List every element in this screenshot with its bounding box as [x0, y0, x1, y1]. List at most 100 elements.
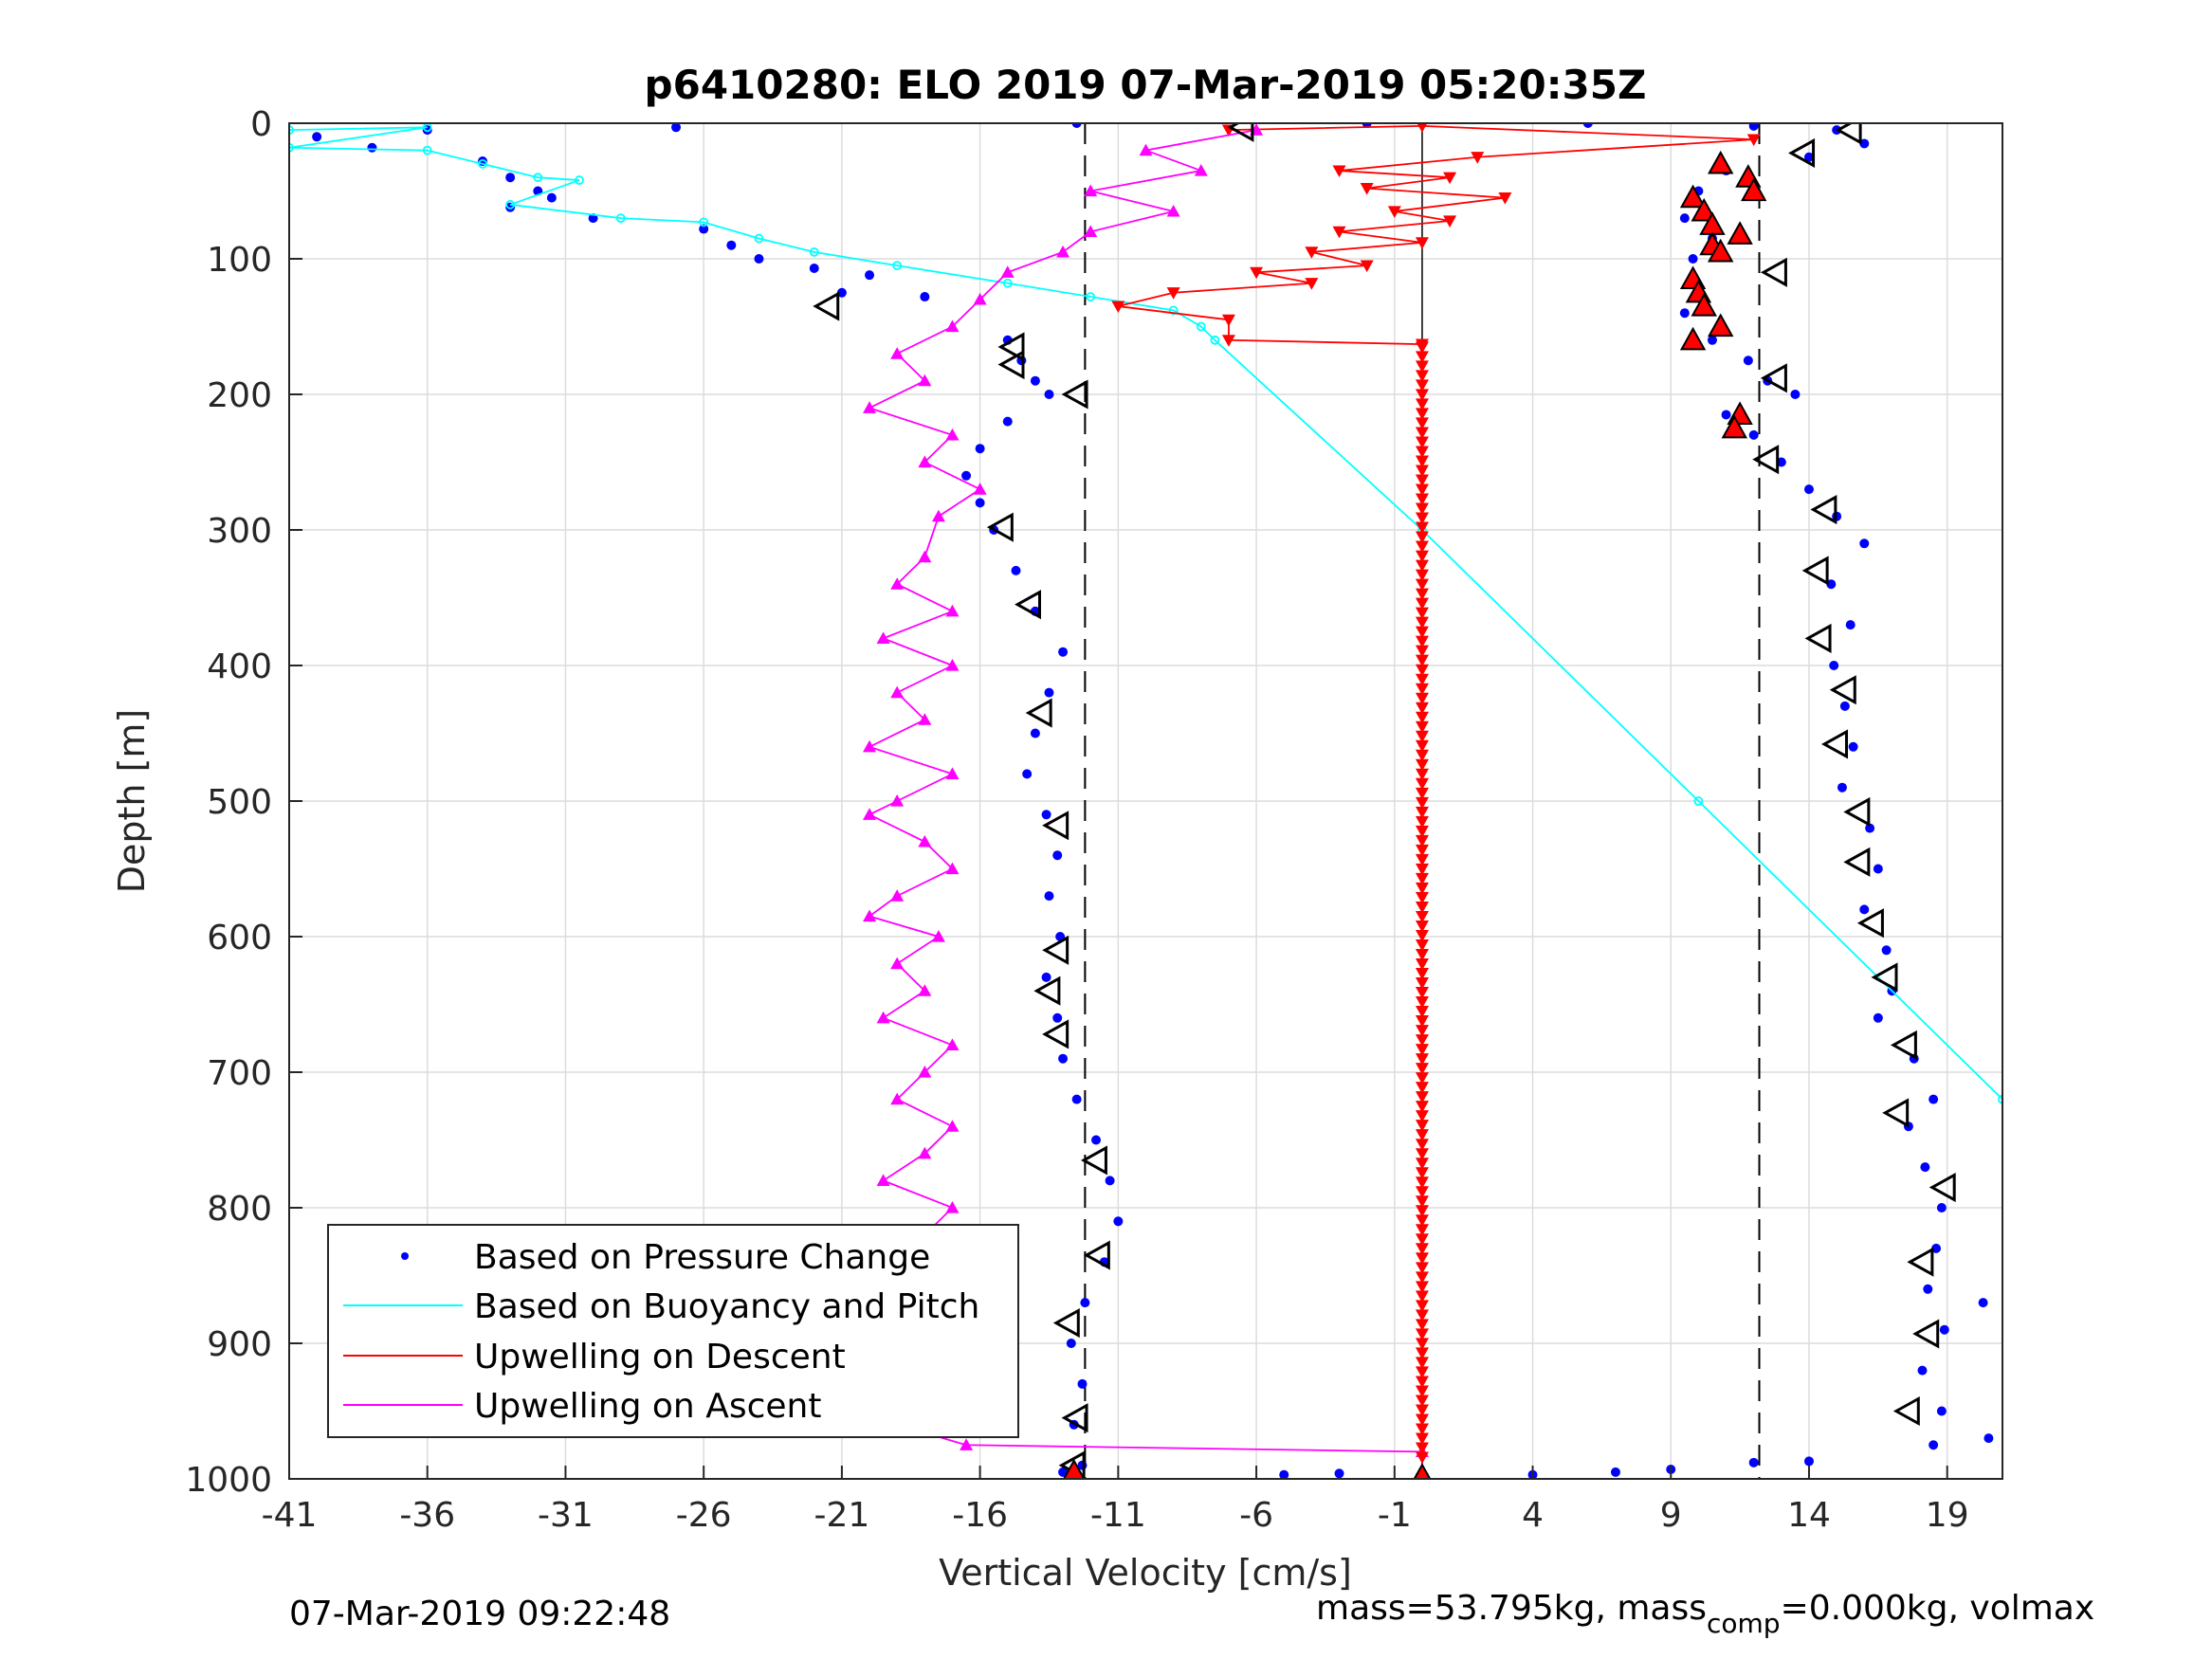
descent-marker	[1332, 226, 1346, 239]
buoyancy-point	[699, 217, 709, 228]
descent-marker	[1415, 436, 1429, 449]
ascent-marker	[918, 1066, 932, 1078]
pressure-point	[1931, 1243, 1942, 1253]
descent-marker	[1415, 1063, 1429, 1075]
pressure-point	[1610, 1467, 1620, 1477]
pressure-point	[1803, 1456, 1814, 1467]
descent-marker	[1415, 597, 1429, 611]
ascent-marker	[945, 1201, 960, 1213]
ascent-marker	[1000, 265, 1015, 278]
descent-marker	[1415, 1214, 1429, 1227]
descent-marker	[1415, 1385, 1429, 1398]
descent-marker	[1498, 192, 1512, 205]
filled-triangle-marker	[1740, 177, 1767, 202]
ascent-marker	[876, 631, 890, 644]
buoyancy-point	[1168, 305, 1179, 316]
descent-marker	[1415, 1082, 1429, 1094]
buoyancy-point	[422, 145, 432, 155]
ascent-marker	[931, 509, 945, 522]
buoyancy-point	[1196, 321, 1206, 332]
ascent-marker	[918, 984, 932, 996]
pressure-point	[1105, 1176, 1115, 1186]
ascent-marker	[890, 957, 905, 970]
descent-marker	[1415, 502, 1429, 516]
descent-marker	[1415, 389, 1429, 401]
ascent-marker	[918, 455, 932, 468]
y-tick-label: 900	[207, 1325, 272, 1364]
x-tick-label: -11	[1090, 1496, 1146, 1535]
ascent-marker	[863, 909, 877, 922]
descent-marker	[1415, 977, 1429, 990]
x-tick-label: -41	[262, 1496, 318, 1535]
filled-triangle-marker	[1708, 238, 1734, 263]
ascent-marker	[918, 834, 932, 848]
legend-item-buoyancy: Based on Buoyancy and Pitch	[343, 1287, 979, 1326]
open-triangle-marker	[1015, 590, 1041, 620]
pressure-point	[1011, 565, 1021, 575]
descent-marker	[1415, 673, 1429, 686]
legend-label-pressure: Based on Pressure Change	[474, 1238, 930, 1277]
filled-triangle-marker	[1708, 313, 1734, 337]
buoyancy-point	[754, 233, 764, 244]
descent-marker	[1415, 1442, 1429, 1455]
filled-triangle-marker	[1062, 1458, 1086, 1479]
descent-marker	[1415, 1262, 1429, 1274]
descent-marker	[1415, 1129, 1429, 1141]
pressure-point	[1080, 1298, 1090, 1308]
ascent-marker	[1166, 204, 1180, 217]
open-triangle-marker	[1856, 908, 1884, 939]
descent-marker	[1415, 1167, 1429, 1179]
open-triangle-marker	[1042, 1019, 1069, 1049]
filled-triangle-marker	[1721, 414, 1747, 439]
pressure-point	[1077, 1378, 1088, 1389]
open-triangle-marker	[1890, 1030, 1917, 1060]
legend-item-ascent: Upwelling on Ascent	[343, 1387, 821, 1426]
ascent-marker	[876, 1174, 890, 1186]
descent-marker	[1415, 1309, 1429, 1322]
pressure-point	[1688, 254, 1698, 264]
pressure-point	[809, 264, 819, 274]
filled-triangle-marker	[1708, 150, 1734, 174]
descent-marker	[1415, 588, 1429, 601]
open-triangle-marker	[1843, 847, 1871, 877]
pressure-point	[975, 444, 985, 454]
y-tick-label: 600	[207, 919, 272, 957]
ascent-marker	[863, 808, 877, 820]
x-tick-label: -36	[399, 1496, 455, 1535]
ascent-marker	[931, 930, 945, 942]
open-triangle-marker	[1788, 137, 1816, 169]
y-tick-label: 1000	[185, 1461, 272, 1500]
buoyancy-point	[1693, 796, 1704, 806]
pressure-point	[726, 240, 737, 250]
y-tick-label: 100	[207, 241, 272, 280]
pressure-point	[1873, 864, 1883, 874]
pressure-point	[1030, 728, 1040, 738]
descent-marker	[1415, 455, 1429, 468]
pressure-point	[367, 142, 377, 153]
pressure-point	[1865, 823, 1875, 833]
buoyancy-point	[289, 125, 294, 136]
descent-marker	[1415, 815, 1429, 829]
ascent-marker	[890, 794, 905, 807]
pressure-point	[1748, 429, 1759, 440]
open-triangle-marker	[1042, 811, 1069, 841]
open-triangle-marker	[1227, 123, 1254, 142]
plot-marks	[289, 123, 2002, 1479]
pressure-point	[975, 498, 985, 508]
open-triangle-marker	[1752, 445, 1780, 475]
pressure-point	[1002, 416, 1013, 427]
descent-marker	[1360, 183, 1374, 195]
descent-marker	[1415, 939, 1429, 952]
pressure-point	[865, 270, 875, 281]
ascent-marker	[876, 1011, 890, 1024]
pressure-point	[312, 132, 322, 142]
open-triangle-marker	[1907, 1247, 1934, 1277]
pressure-point	[1936, 1406, 1947, 1416]
pressure-point	[1743, 356, 1753, 366]
descent-marker	[1415, 787, 1429, 800]
open-triangle-marker	[813, 291, 840, 321]
pressure-point	[1052, 1012, 1063, 1023]
y-tick-label: 800	[207, 1190, 272, 1229]
buoyancy-point	[1210, 335, 1220, 345]
descent-marker	[1415, 739, 1429, 753]
